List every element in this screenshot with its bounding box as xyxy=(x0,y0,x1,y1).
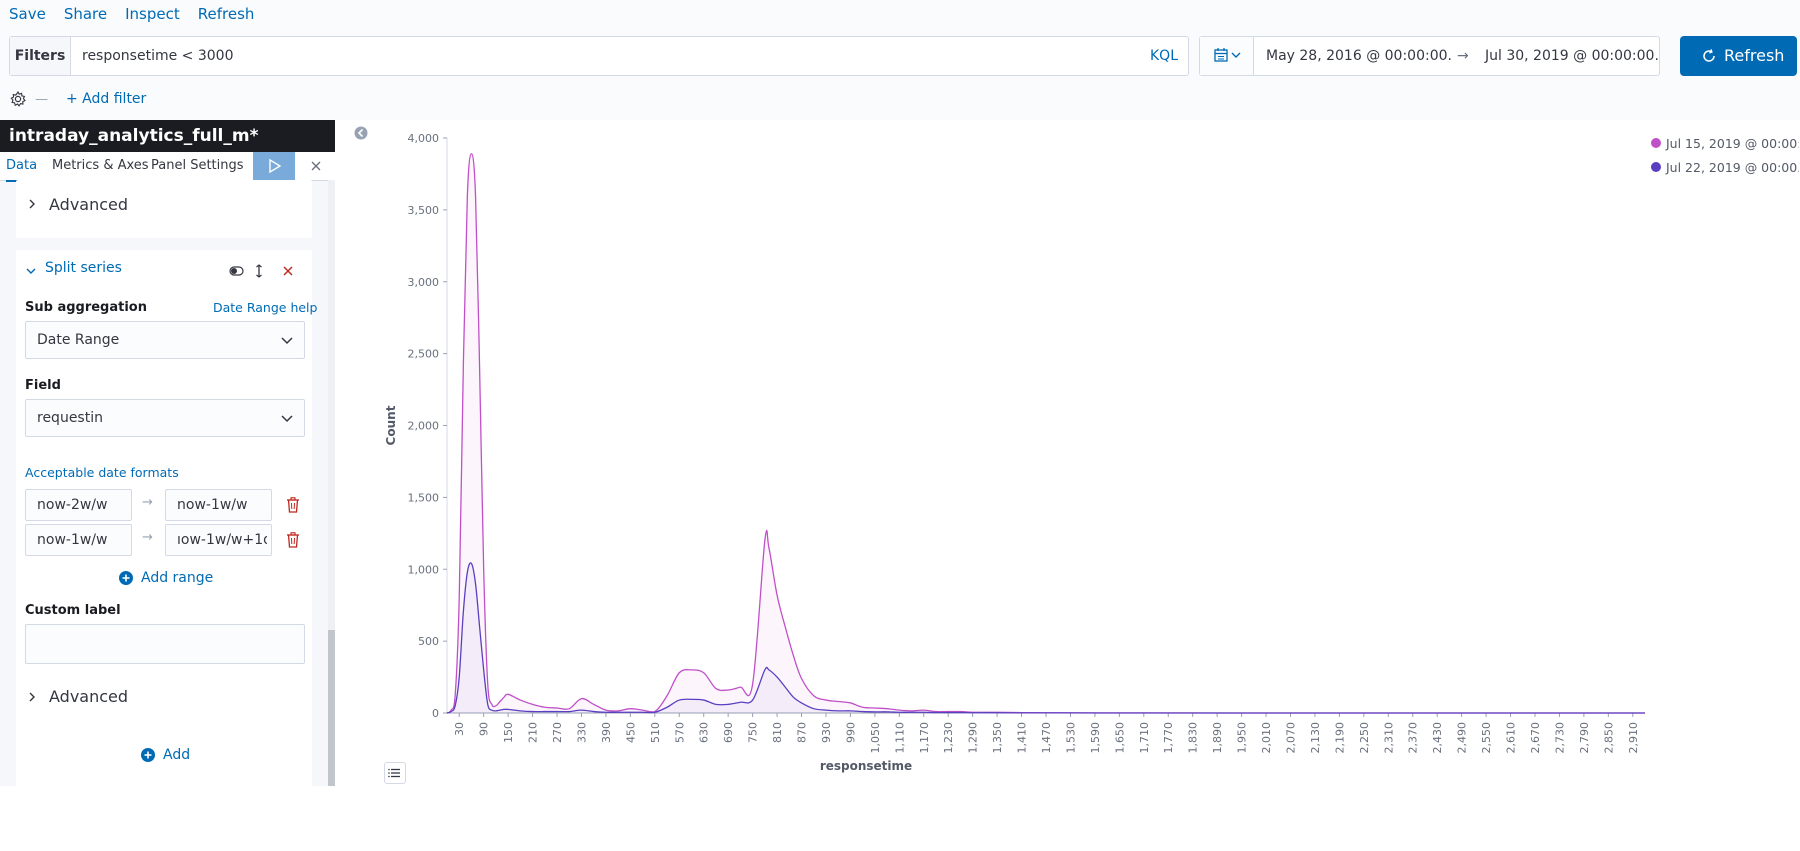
add-range-label: Add range xyxy=(141,570,213,586)
legend-item[interactable]: Jul 15, 2019 @ 00:00:... xyxy=(1651,131,1799,155)
range-from-value: now-2w/w xyxy=(37,490,127,520)
range-to-value: ıow-1w/w+1d xyxy=(177,525,267,555)
filters-label[interactable]: Filters xyxy=(10,37,71,75)
filter-separator: — xyxy=(35,92,48,107)
range-to-input[interactable]: ıow-1w/w+1d xyxy=(165,524,272,556)
trash-icon[interactable] xyxy=(286,532,300,548)
remove-icon[interactable] xyxy=(282,265,294,277)
add-filter-link[interactable]: + Add filter xyxy=(66,91,146,107)
metrics-advanced-card: Advanced xyxy=(16,180,312,238)
field-value: requestin xyxy=(37,400,103,436)
inspect-link[interactable]: Inspect xyxy=(125,4,180,24)
calendar-icon xyxy=(1200,37,1253,75)
query-input[interactable]: responsetime < 3000 xyxy=(82,37,233,75)
range-from-value: now-1w/w xyxy=(37,525,127,555)
chevron-down-icon xyxy=(280,334,294,348)
chevron-down-icon xyxy=(280,412,294,426)
arrow-right-icon: → xyxy=(1457,37,1469,75)
save-link[interactable]: Save xyxy=(9,4,46,24)
query-bar: Filters responsetime < 3000 KQL xyxy=(9,36,1189,76)
filter-row: — + Add filter xyxy=(9,88,146,110)
play-icon xyxy=(253,152,295,180)
sub-aggregation-value: Date Range xyxy=(37,322,119,358)
discard-button[interactable] xyxy=(303,152,329,180)
split-series-title[interactable]: Split series xyxy=(45,260,122,276)
date-picker: May 28, 2016 @ 00:00:00. → Jul 30, 2019 … xyxy=(1199,36,1660,76)
close-icon xyxy=(303,152,329,180)
top-nav: Save Share Inspect Refresh xyxy=(9,4,272,24)
legend-dot xyxy=(1651,162,1661,172)
scrollbar-thumb[interactable] xyxy=(328,630,335,786)
advanced-toggle-top[interactable]: Advanced xyxy=(49,195,128,214)
editor-sidebar: intraday_analytics_full_m* Data Metrics … xyxy=(0,120,335,786)
legend-item[interactable]: Jul 22, 2019 @ 00:00... xyxy=(1651,155,1799,179)
refresh-button-label: Refresh xyxy=(1724,36,1784,76)
field-select[interactable]: requestin xyxy=(25,399,305,437)
chevron-right-icon[interactable] xyxy=(26,691,38,703)
plus-circle-icon xyxy=(118,570,134,586)
plus-circle-icon xyxy=(140,747,156,763)
legend-label: Jul 15, 2019 @ 00:00:... xyxy=(1666,136,1799,151)
arrow-right-icon: → xyxy=(142,495,153,510)
date-range-help-link[interactable]: Date Range help xyxy=(213,300,317,315)
refresh-link[interactable]: Refresh xyxy=(198,4,255,24)
legend-dot xyxy=(1651,138,1661,148)
index-pattern-title: intraday_analytics_full_m* xyxy=(0,120,335,152)
trash-icon[interactable] xyxy=(286,497,300,513)
range-to-input[interactable]: now-1w/w xyxy=(165,489,272,521)
arrow-right-icon: → xyxy=(142,530,153,545)
range-from-input[interactable]: now-1w/w xyxy=(25,524,132,556)
sidebar-scrollbar[interactable] xyxy=(328,180,335,786)
add-aggregation-button[interactable]: Add xyxy=(140,747,190,763)
custom-label-label: Custom label xyxy=(25,603,121,618)
toggle-icon[interactable] xyxy=(229,265,245,277)
chevron-right-icon[interactable] xyxy=(26,198,38,210)
range-from-input[interactable]: now-2w/w xyxy=(25,489,132,521)
field-label: Field xyxy=(25,378,61,393)
drag-handle-icon[interactable] xyxy=(254,264,264,278)
start-date[interactable]: May 28, 2016 @ 00:00:00. xyxy=(1266,37,1452,75)
advanced-toggle[interactable]: Advanced xyxy=(49,687,128,706)
custom-label-input[interactable] xyxy=(25,624,305,664)
collapse-sidebar-icon[interactable] xyxy=(354,126,368,140)
chart-legend: Jul 15, 2019 @ 00:00:... Jul 22, 2019 @ … xyxy=(1651,131,1799,179)
kql-language-toggle[interactable]: KQL xyxy=(1150,37,1178,75)
add-range-button[interactable]: Add range xyxy=(118,570,213,586)
tab-metrics-axes[interactable]: Metrics & Axes xyxy=(52,152,149,180)
tab-panel-settings[interactable]: Panel Settings xyxy=(151,152,244,180)
sub-aggregation-label: Sub aggregation xyxy=(25,300,147,315)
sub-aggregation-select[interactable]: Date Range xyxy=(25,321,305,359)
apply-changes-button[interactable] xyxy=(253,152,295,180)
share-link[interactable]: Share xyxy=(64,4,107,24)
chart-panel xyxy=(335,120,1800,786)
refresh-button[interactable]: Refresh xyxy=(1680,36,1797,76)
legend-label: Jul 22, 2019 @ 00:00... xyxy=(1666,160,1799,175)
acceptable-date-formats-link[interactable]: Acceptable date formats xyxy=(25,465,179,480)
range-to-value: now-1w/w xyxy=(177,490,267,520)
add-label: Add xyxy=(163,747,190,763)
quick-date-menu-button[interactable] xyxy=(1200,37,1254,75)
legend-toggle-button[interactable] xyxy=(384,762,406,784)
end-date[interactable]: Jul 30, 2019 @ 00:00:00. xyxy=(1485,37,1659,75)
gear-icon[interactable] xyxy=(9,90,27,108)
refresh-icon xyxy=(1701,48,1717,64)
top-bar: Save Share Inspect Refresh Filters respo… xyxy=(0,0,1800,121)
list-icon xyxy=(385,763,405,783)
tab-data[interactable]: Data xyxy=(6,152,37,182)
chevron-down-icon[interactable] xyxy=(25,265,37,277)
